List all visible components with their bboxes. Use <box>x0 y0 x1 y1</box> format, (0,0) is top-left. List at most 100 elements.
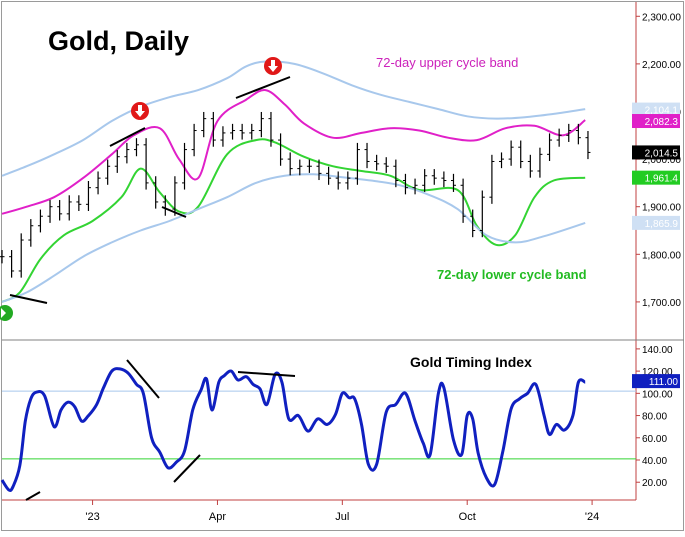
value-label-outer-lower-box <box>632 215 680 230</box>
trend-line-index-2 <box>126 359 160 399</box>
price-bar <box>28 219 34 247</box>
price-bar <box>402 173 408 195</box>
value-label-price-text: 2,014.5 <box>645 148 679 159</box>
y-tick-label: 1,700.00 <box>642 298 681 309</box>
value-label-outer-upper-box <box>632 102 680 117</box>
trend-line-index-3 <box>173 454 201 483</box>
price-bar <box>450 173 456 192</box>
price-bar <box>220 126 226 147</box>
price-bar <box>431 169 437 185</box>
price-bar <box>143 138 149 190</box>
price-bar <box>297 159 303 176</box>
y-tick-label: 40.00 <box>642 456 667 467</box>
value-label-price: 2,014.5 <box>632 145 680 160</box>
y-tick-label: 1,800.00 <box>642 250 681 261</box>
y-tick-label: 60.00 <box>642 434 667 445</box>
price-bar <box>191 123 197 157</box>
price-bar <box>374 154 380 171</box>
value-label-lower-band-text: 1,961.4 <box>645 174 679 185</box>
x-axis-ticks: '23 Apr Jul Oct '24 <box>85 500 599 523</box>
price-bar <box>172 176 178 216</box>
series-line-timing-index <box>0 367 586 493</box>
price-bar <box>258 111 264 138</box>
y-tick-label: 2,200.00 <box>642 60 681 71</box>
price-bar <box>364 142 370 169</box>
value-label-upper-band-text: 2,082.3 <box>645 117 679 128</box>
value-label-upper-band-box <box>632 114 680 129</box>
y-axis-ticks: 1,700.001,800.001,900.002,000.002,100.00… <box>636 12 681 489</box>
trend-line-price-1 <box>9 294 48 304</box>
price-chart-title: Gold, Daily <box>48 26 189 56</box>
cycle-bottom-marker <box>0 305 13 321</box>
trend-line-price-4 <box>235 76 291 99</box>
price-bar <box>441 171 447 188</box>
price-bar <box>585 131 591 160</box>
cycle-top-marker-1 <box>131 102 149 120</box>
price-bar <box>316 159 322 181</box>
value-labels: 2,104.12,082.3 2,014.5 1,961.4 1,865.9 111.0… <box>632 102 680 389</box>
price-bar <box>422 169 428 192</box>
band-upper-band <box>1 89 586 215</box>
price-bar <box>66 195 72 221</box>
price-bar <box>537 147 543 178</box>
down-arrow-icon <box>268 60 278 72</box>
x-tick-label: '23 <box>85 511 99 523</box>
price-bar <box>18 233 24 278</box>
price-bar <box>508 140 514 166</box>
price-bar <box>249 123 255 140</box>
trend-annotations <box>9 76 296 501</box>
price-bar <box>354 142 360 185</box>
price-bar <box>479 190 485 238</box>
price-bar <box>182 142 188 190</box>
price-bar <box>268 111 274 147</box>
price-bar <box>335 171 341 190</box>
price-bar <box>489 154 495 204</box>
timing-index-series <box>0 367 586 493</box>
value-label-outer-upper: 2,104.1 <box>632 102 680 117</box>
price-bar <box>547 133 553 162</box>
price-bar <box>278 133 284 166</box>
price-bar <box>518 140 524 169</box>
price-bar <box>556 128 562 147</box>
x-tick-label: Apr <box>209 511 226 523</box>
price-bar <box>287 152 293 176</box>
trend-line-index-1 <box>25 491 41 501</box>
price-bar <box>470 209 476 238</box>
down-arrow-icon <box>135 105 145 117</box>
price-bar <box>412 178 418 195</box>
value-label-timing-index-box <box>632 374 680 389</box>
y-tick-label: 20.00 <box>642 478 667 489</box>
price-bar <box>566 123 572 142</box>
value-label-outer-upper-text: 2,104.1 <box>645 106 679 117</box>
value-label-lower-band: 1,961.4 <box>632 170 680 185</box>
y-tick-label: 1,900.00 <box>642 203 681 214</box>
price-bar <box>124 142 130 164</box>
value-label-price-box <box>632 145 680 160</box>
price-bar <box>76 195 82 211</box>
price-bar <box>460 178 466 223</box>
price-bar <box>393 159 399 188</box>
price-bar <box>9 250 15 278</box>
trend-line-price-3 <box>161 206 187 218</box>
price-bar <box>114 150 120 173</box>
up-arrow-icon <box>1 308 6 318</box>
price-bar <box>201 111 207 138</box>
price-bar <box>383 157 389 173</box>
price-bar <box>230 123 236 140</box>
x-tick-label: Jul <box>335 511 349 523</box>
lower-band-annotation: 72-day lower cycle band <box>437 267 587 282</box>
value-label-timing-index-text: 111.00 <box>649 377 679 388</box>
trend-line-price-2 <box>109 127 146 147</box>
value-label-outer-lower: 1,865.9 <box>632 215 680 230</box>
upper-band-annotation: 72-day upper cycle band <box>376 55 518 70</box>
value-label-outer-lower-text: 1,865.9 <box>645 219 679 230</box>
price-bar <box>499 152 505 169</box>
y-tick-label: 80.00 <box>642 412 667 423</box>
value-label-upper-band: 2,082.3 <box>632 114 680 129</box>
price-bar <box>105 159 111 185</box>
y-tick-label: 100.00 <box>642 389 673 400</box>
band-lower-band <box>1 138 586 303</box>
